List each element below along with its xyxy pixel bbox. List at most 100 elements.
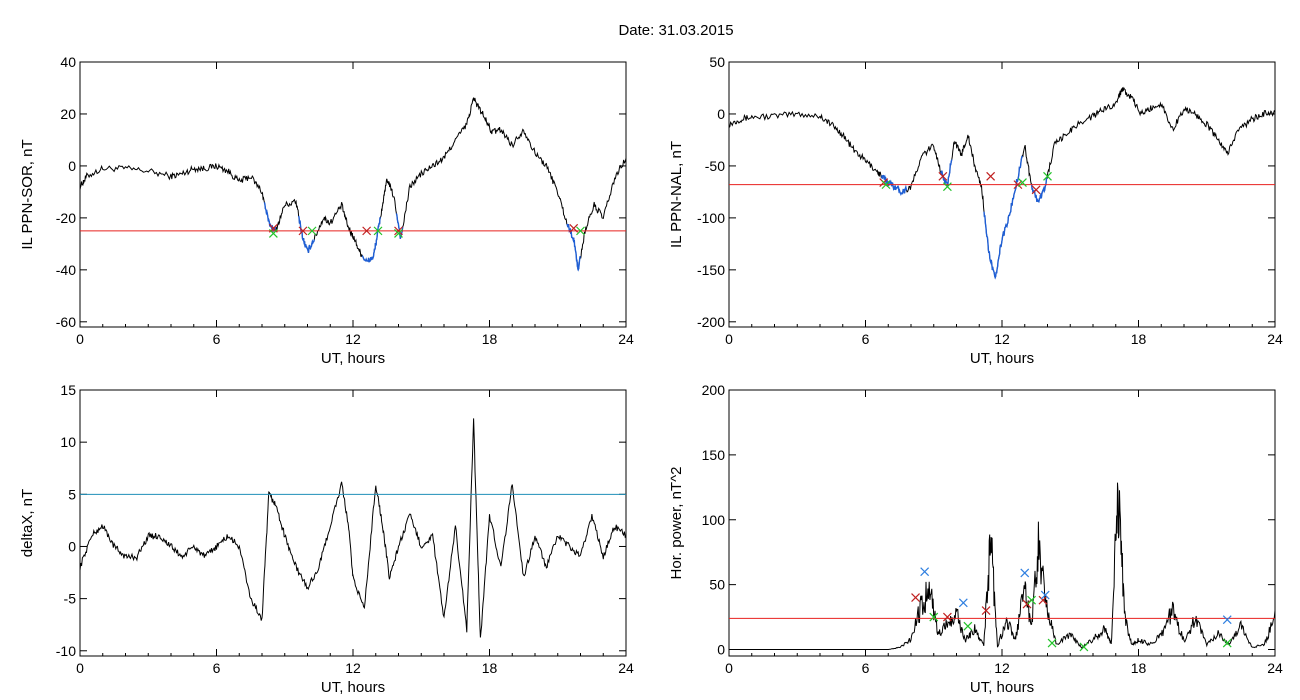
y-tick-label: -60 bbox=[56, 314, 76, 330]
plot-frame bbox=[79, 61, 627, 328]
end-marker-stroke bbox=[373, 226, 383, 236]
y-axis-label: Hor. power, nT^2 bbox=[668, 467, 685, 580]
peak-marker bbox=[920, 567, 930, 577]
y-tick-label: 5 bbox=[68, 486, 76, 502]
event-segment bbox=[566, 223, 581, 272]
x-tick-label: 6 bbox=[862, 331, 870, 347]
event-segment bbox=[263, 202, 277, 233]
peak-marker bbox=[958, 598, 968, 608]
x-tick-label: 0 bbox=[725, 660, 733, 676]
y-tick-label: 15 bbox=[60, 382, 76, 398]
end-marker bbox=[1027, 595, 1036, 605]
x-tick-label: 24 bbox=[1267, 331, 1283, 347]
start-marker bbox=[986, 171, 996, 181]
start-marker-stroke bbox=[981, 606, 991, 616]
end-marker-stroke bbox=[576, 226, 585, 236]
start-marker-stroke bbox=[911, 593, 920, 603]
y-tick-label: 100 bbox=[702, 512, 726, 528]
start-marker-stroke bbox=[942, 612, 952, 622]
start-marker bbox=[298, 226, 308, 236]
start-marker bbox=[394, 226, 403, 236]
x-tick-label: 12 bbox=[994, 660, 1010, 676]
start-marker-stroke bbox=[362, 226, 372, 236]
peak-marker-stroke bbox=[1040, 590, 1050, 600]
end-marker-stroke bbox=[1222, 638, 1232, 648]
y-tick-label: 0 bbox=[717, 106, 725, 122]
x-tick-label: 12 bbox=[345, 660, 361, 676]
data-line bbox=[80, 418, 626, 638]
start-marker bbox=[942, 612, 952, 622]
x-tick-label: 12 bbox=[345, 331, 361, 347]
x-tick-label: 0 bbox=[76, 660, 84, 676]
start-marker-stroke bbox=[986, 171, 996, 181]
panel-2: 0 6 12 18 24 -200 -150 -100 -50 0 50 UT, hours IL PP… bbox=[668, 54, 1283, 367]
peak-marker bbox=[1222, 615, 1232, 625]
y-tick-label: -50 bbox=[705, 158, 725, 174]
peak-marker bbox=[1040, 590, 1050, 600]
y-axis-label: deltaX, nT bbox=[19, 489, 36, 557]
x-tick-label: 24 bbox=[618, 660, 634, 676]
x-axis-label: UT, hours bbox=[970, 350, 1034, 367]
y-tick-label: -10 bbox=[56, 643, 76, 659]
start-marker bbox=[1038, 595, 1048, 605]
panel-4: 0 6 12 18 24 0 50 100 150 200 UT, hours Hor. power,… bbox=[668, 382, 1283, 696]
y-tick-label: -40 bbox=[56, 262, 76, 278]
y-tick-label: 20 bbox=[60, 106, 76, 122]
end-marker bbox=[1222, 638, 1232, 648]
x-tick-label: 24 bbox=[618, 331, 634, 347]
end-marker-stroke bbox=[394, 229, 403, 238]
x-tick-label: 18 bbox=[482, 660, 498, 676]
end-marker bbox=[268, 229, 278, 238]
end-marker bbox=[881, 180, 891, 190]
peak-marker-stroke bbox=[1222, 615, 1232, 625]
start-marker-stroke bbox=[298, 226, 308, 236]
plot-frame bbox=[728, 389, 1276, 657]
data-line bbox=[729, 482, 1275, 650]
start-marker bbox=[1031, 185, 1041, 195]
x-tick-label: 0 bbox=[725, 331, 733, 347]
start-marker bbox=[362, 226, 372, 236]
start-marker-stroke bbox=[394, 226, 403, 236]
y-axis-label: IL PPN-NAL, nT bbox=[668, 141, 685, 248]
end-marker bbox=[963, 621, 973, 631]
x-tick-label: 6 bbox=[213, 660, 221, 676]
end-marker-stroke bbox=[1018, 178, 1027, 187]
x-tick-label: 18 bbox=[1131, 331, 1147, 347]
data-line bbox=[80, 96, 626, 272]
peak-marker-stroke bbox=[1020, 568, 1030, 578]
y-tick-label: 150 bbox=[702, 447, 726, 463]
end-marker bbox=[929, 612, 939, 622]
end-marker-stroke bbox=[1043, 171, 1052, 181]
event-segment bbox=[1030, 177, 1048, 203]
end-marker-stroke bbox=[929, 612, 939, 622]
y-tick-label: 10 bbox=[60, 434, 76, 450]
event-segment bbox=[881, 174, 908, 197]
x-tick-label: 6 bbox=[862, 660, 870, 676]
plot-frame bbox=[79, 389, 627, 657]
y-tick-label: -20 bbox=[56, 210, 76, 226]
start-marker-stroke bbox=[1038, 595, 1048, 605]
start-marker-stroke bbox=[1013, 180, 1023, 190]
x-tick-label: 12 bbox=[994, 331, 1010, 347]
end-marker bbox=[1079, 642, 1089, 652]
y-tick-label: 50 bbox=[709, 577, 725, 593]
start-marker-stroke bbox=[569, 223, 579, 233]
end-marker bbox=[1018, 178, 1027, 187]
start-marker bbox=[911, 593, 920, 603]
end-marker bbox=[373, 226, 383, 236]
y-axis-label: IL PPN-SOR, nT bbox=[19, 139, 36, 249]
data-line bbox=[729, 86, 1275, 280]
y-tick-label: 0 bbox=[68, 538, 76, 554]
end-marker bbox=[394, 229, 403, 238]
y-tick-label: 50 bbox=[709, 54, 725, 70]
y-tick-label: -5 bbox=[64, 591, 77, 607]
start-marker-stroke bbox=[938, 171, 948, 181]
event-segment bbox=[361, 217, 381, 263]
peak-marker bbox=[1020, 568, 1030, 578]
end-marker-stroke bbox=[881, 180, 891, 190]
end-marker-stroke bbox=[1027, 595, 1036, 605]
x-tick-label: 24 bbox=[1267, 660, 1283, 676]
x-tick-label: 6 bbox=[213, 331, 221, 347]
start-marker-stroke bbox=[1031, 185, 1041, 195]
y-tick-label: -100 bbox=[697, 210, 725, 226]
